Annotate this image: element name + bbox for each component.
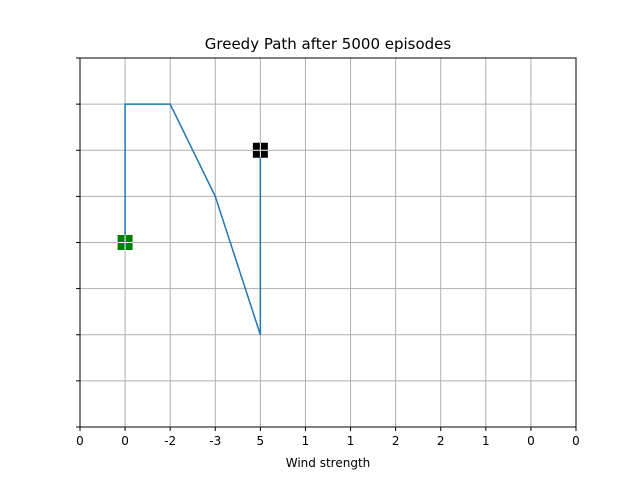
path-line-layer (124, 103, 262, 335)
x-tick-label: 0 (572, 434, 580, 448)
x-tick-label: -2 (164, 434, 176, 448)
x-tick-label: 0 (527, 434, 535, 448)
x-tick-label: 1 (302, 434, 310, 448)
greedy-path-line (124, 103, 262, 335)
axis-ticks: 0 0 -2 -3 5 1 1 2 2 1 0 0 (76, 57, 580, 448)
marker-layer (117, 142, 268, 250)
chart-title: Greedy Path after 5000 episodes (205, 35, 452, 53)
x-tick-label: 2 (392, 434, 400, 448)
x-tick-label: 0 (121, 434, 129, 448)
x-tick-label: 2 (437, 434, 445, 448)
x-tick-label: 5 (257, 434, 265, 448)
x-tick-label: 1 (347, 434, 355, 448)
x-tick-label: 1 (482, 434, 490, 448)
x-axis-label: Wind strength (286, 456, 371, 470)
x-tick-label: 0 (76, 434, 84, 448)
x-tick-label: -3 (209, 434, 221, 448)
